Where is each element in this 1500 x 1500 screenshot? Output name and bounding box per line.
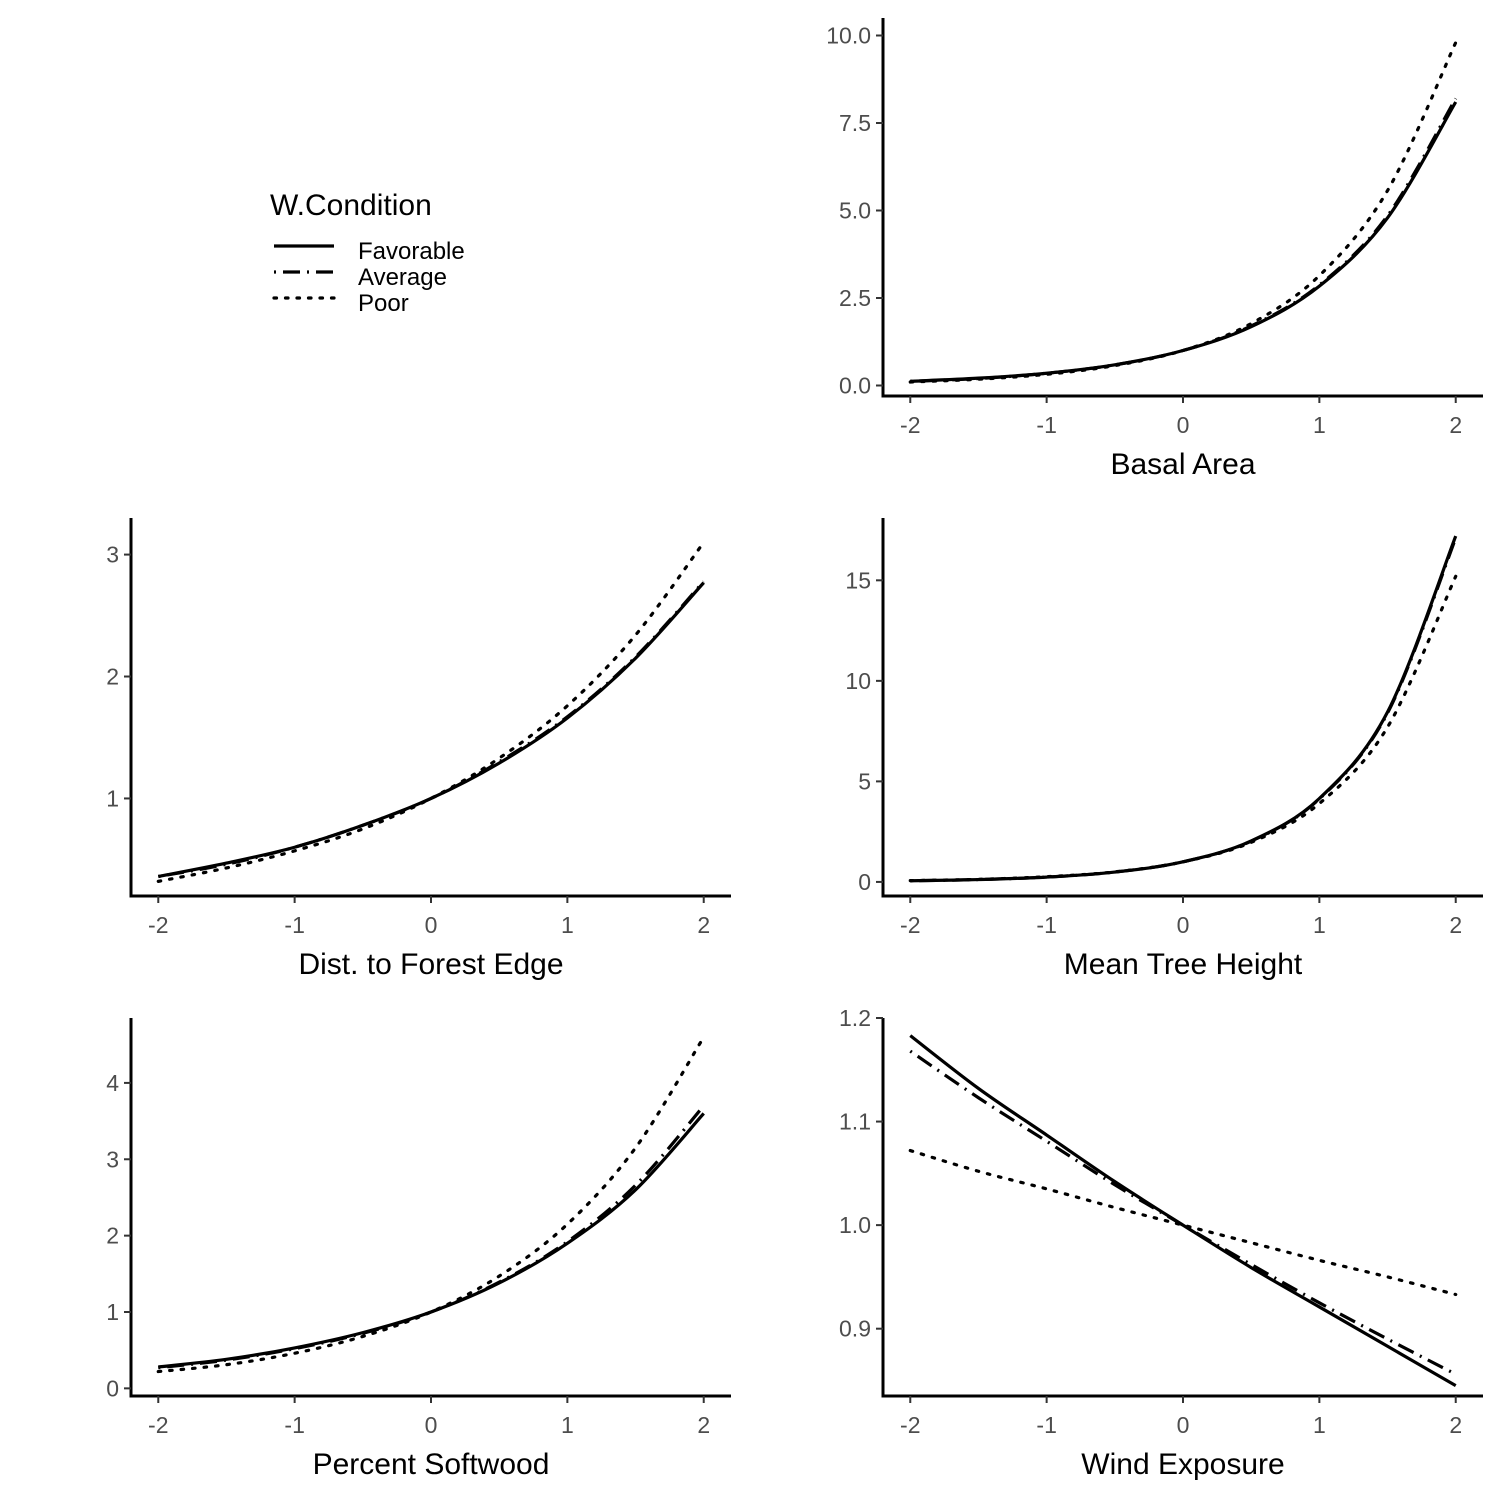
x-tick-label: 0 <box>425 1412 438 1438</box>
series-line-average <box>910 537 1458 883</box>
series-line-poor <box>156 540 706 883</box>
x-tick-label: 0 <box>425 912 438 938</box>
x-tick-label: 2 <box>1449 412 1462 438</box>
x-axis-title: Wind Exposure <box>1081 1448 1284 1481</box>
y-tick-label: 1 <box>106 1299 119 1325</box>
x-tick-label: -1 <box>284 1412 304 1438</box>
legend: W.Condition Favorable Average Poor <box>270 189 465 317</box>
series-line-favorable <box>910 535 1458 883</box>
x-axis-title: Percent Softwood <box>313 1448 550 1481</box>
legend-item-average: Average <box>274 264 447 291</box>
x-tick-label: 1 <box>1313 912 1326 938</box>
panel-dist-to-forest-edge: -2 -1 0 1 2 1 2 3 Dist. to Forest Edge <box>106 518 731 981</box>
y-tick-label: 0 <box>106 1375 119 1401</box>
x-tick-label: -1 <box>1036 412 1056 438</box>
x-tick-label: 1 <box>561 1412 574 1438</box>
legend-title: W.Condition <box>270 189 432 222</box>
x-tick-label: 0 <box>1177 1412 1190 1438</box>
x-tick-label: 0 <box>1177 912 1190 938</box>
x-tick-label: 2 <box>1449 1412 1462 1438</box>
x-tick-label: 2 <box>697 1412 710 1438</box>
panel-wind-exposure: -2 -1 0 1 2 0.9 1.0 1.1 1.2 Wind Exposure <box>839 1005 1483 1481</box>
x-axis-title: Mean Tree Height <box>1064 948 1303 981</box>
x-tick-label: 1 <box>1313 1412 1326 1438</box>
y-tick-label: 0.0 <box>839 373 871 399</box>
legend-label-favorable: Favorable <box>358 238 465 265</box>
x-axis-title: Dist. to Forest Edge <box>298 948 563 981</box>
y-tick-label: 0 <box>858 869 871 895</box>
series-line-average <box>909 1049 1457 1376</box>
series-line-favorable <box>910 101 1458 383</box>
chart-panels: -2 -1 0 1 2 0.0 2.5 5.0 7.5 10.0 Basal Area -2 -1 0 1 2… <box>106 18 1483 1481</box>
x-tick-label: -2 <box>900 1412 920 1438</box>
legend-label-average: Average <box>358 264 447 291</box>
y-tick-label: 2 <box>106 664 119 690</box>
y-tick-label: 5 <box>858 768 871 794</box>
x-tick-label: 1 <box>1313 412 1326 438</box>
y-tick-label: 1.2 <box>839 1005 871 1031</box>
y-tick-label: 7.5 <box>839 110 871 136</box>
x-tick-label: -2 <box>900 912 920 938</box>
panel-percent-softwood: -2 -1 0 1 2 0 1 2 3 4 Percent Softwood <box>106 1018 731 1481</box>
x-tick-label: -2 <box>900 412 920 438</box>
y-tick-label: 10.0 <box>826 23 871 49</box>
y-tick-label: 1 <box>106 785 119 811</box>
legend-item-poor: Poor <box>272 290 409 317</box>
y-tick-label: 0.9 <box>839 1316 871 1342</box>
x-tick-label: -1 <box>1036 912 1056 938</box>
series-line-poor <box>908 1148 1458 1297</box>
legend-label-poor: Poor <box>358 290 409 317</box>
y-tick-label: 2 <box>106 1223 119 1249</box>
y-tick-label: 2.5 <box>839 285 871 311</box>
x-tick-label: 2 <box>1449 912 1462 938</box>
x-tick-label: 2 <box>697 912 710 938</box>
y-tick-label: 4 <box>106 1070 119 1096</box>
x-axis-title: Basal Area <box>1110 448 1255 481</box>
y-tick-label: 3 <box>106 542 119 568</box>
y-tick-label: 3 <box>106 1146 119 1172</box>
series-line-average <box>910 97 1458 383</box>
series-line-favorable <box>157 581 705 879</box>
y-tick-label: 10 <box>845 668 871 694</box>
x-tick-label: -1 <box>284 912 304 938</box>
x-tick-label: 1 <box>561 912 574 938</box>
panel-basal-area: -2 -1 0 1 2 0.0 2.5 5.0 7.5 10.0 Basal Area <box>826 18 1483 481</box>
x-tick-label: 0 <box>1177 412 1190 438</box>
series-line-average <box>158 1104 705 1370</box>
panel-mean-tree-height: -2 -1 0 1 2 0 5 10 15 Mean Tree Height <box>845 518 1483 981</box>
y-tick-label: 1.1 <box>839 1109 871 1135</box>
y-tick-label: 1.0 <box>839 1212 871 1238</box>
series-line-poor <box>156 1035 706 1374</box>
y-tick-label: 5.0 <box>839 198 871 224</box>
series-line-average <box>157 580 705 879</box>
series-line-poor <box>908 574 1458 883</box>
y-tick-label: 15 <box>845 567 871 593</box>
x-tick-label: -1 <box>1036 1412 1056 1438</box>
series-line-favorable <box>158 1112 705 1369</box>
series-line-poor <box>908 40 1458 384</box>
legend-item-favorable: Favorable <box>274 238 465 265</box>
x-tick-label: -2 <box>148 912 168 938</box>
x-tick-label: -2 <box>148 1412 168 1438</box>
